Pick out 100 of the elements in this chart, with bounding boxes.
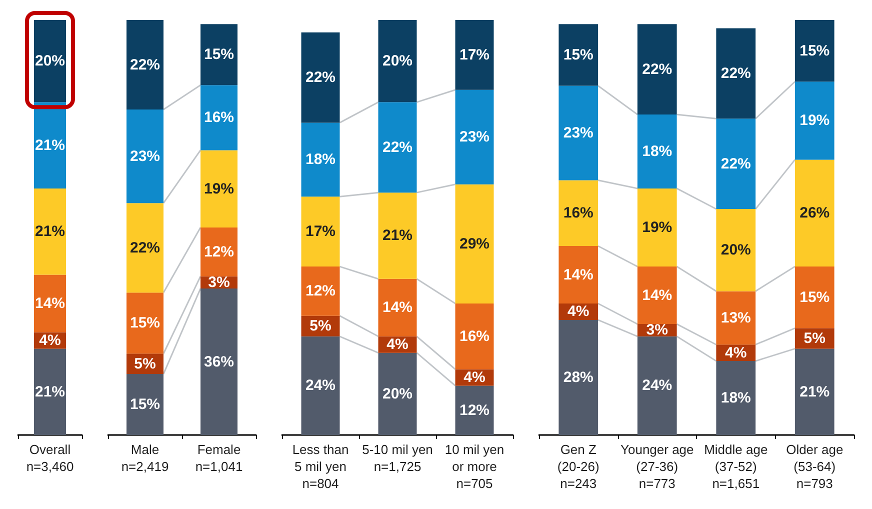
bar (794, 20, 834, 82)
data-label: 14% (563, 266, 594, 284)
data-label: 19% (642, 219, 672, 236)
bar (200, 228, 238, 276)
data-label: 15% (130, 314, 160, 332)
bar (716, 28, 756, 119)
data-label: 12% (459, 402, 490, 419)
bar (34, 348, 66, 435)
bar (34, 274, 66, 332)
data-label: 22% (720, 155, 751, 172)
data-label: 15% (800, 42, 830, 60)
data-label: 29% (459, 235, 490, 252)
data-label: 21% (382, 227, 413, 244)
bar (378, 278, 417, 336)
bar (378, 192, 417, 279)
bar (126, 292, 164, 354)
bar (558, 320, 598, 435)
data-label: 22% (305, 69, 336, 86)
bar (794, 82, 834, 160)
bar (716, 361, 756, 435)
data-label: 12% (305, 282, 336, 300)
x-tick-label: Female n=1,041 (195, 442, 243, 474)
data-label: 14% (642, 286, 672, 304)
data-label: 22% (382, 138, 413, 156)
data-label: 3% (208, 274, 230, 291)
data-label: 5% (804, 330, 826, 347)
data-label: 22% (130, 239, 160, 256)
bar (378, 102, 417, 193)
data-label: 22% (130, 56, 160, 74)
bar (301, 122, 340, 197)
bar (126, 110, 164, 204)
data-label: 19% (800, 112, 830, 130)
bar (301, 336, 340, 435)
data-label: 15% (204, 46, 234, 64)
bar (378, 20, 417, 102)
data-label: 21% (34, 136, 66, 154)
x-tick-label: Younger age (27-36) n=773 (620, 442, 694, 491)
x-tick-label: Gen Z (20-26) n=243 (557, 442, 600, 491)
bar (794, 266, 834, 328)
bar (716, 209, 756, 292)
x-tick-label: Overall n=3,460 (26, 442, 74, 474)
data-label: 16% (204, 109, 234, 126)
bar (558, 24, 598, 86)
data-label: 4% (39, 332, 61, 349)
bar (301, 266, 340, 316)
bar (378, 352, 417, 435)
data-label: 17% (305, 223, 336, 240)
data-label: 20% (382, 385, 413, 402)
x-tick-label: Middle age (37-52) n=1,651 (704, 442, 768, 491)
data-label: 23% (563, 124, 594, 142)
data-label: 16% (459, 328, 490, 345)
data-label: 21% (34, 383, 66, 400)
bar (200, 288, 238, 435)
data-label: 18% (720, 390, 751, 407)
bar (34, 188, 66, 275)
bar (558, 246, 598, 304)
data-label: 24% (642, 377, 672, 394)
data-label: 3% (646, 322, 668, 339)
x-tick-label: Less than 5 mil yen n=804 (292, 442, 349, 491)
data-label: 36% (204, 353, 234, 370)
data-label: 20% (34, 52, 66, 70)
data-label: 5% (134, 355, 156, 372)
data-label: 4% (386, 336, 408, 354)
data-label: 18% (305, 151, 336, 168)
bar (455, 386, 494, 435)
bar (455, 304, 494, 370)
bar (200, 85, 238, 150)
bar (126, 374, 164, 435)
x-tick-label: 10 mil yen or more n=705 (444, 442, 504, 491)
data-label: 15% (130, 396, 160, 413)
x-tick-label: Male n=2,419 (121, 442, 169, 474)
bar (558, 86, 598, 180)
bar (794, 348, 834, 435)
data-label: 15% (800, 288, 830, 306)
bar (126, 203, 164, 293)
bar (455, 90, 494, 184)
bar (200, 24, 238, 86)
data-label: 4% (725, 344, 747, 362)
bar (200, 150, 238, 228)
data-label: 23% (130, 148, 160, 165)
data-label: 21% (800, 383, 830, 400)
data-label: 22% (720, 64, 751, 82)
data-label: 18% (642, 142, 672, 160)
bar (455, 20, 494, 90)
bar (637, 114, 677, 188)
data-label: 5% (310, 318, 332, 335)
x-tick-label: 5-10 mil yen n=1,725 (362, 442, 433, 474)
bar (301, 32, 340, 123)
bar (637, 188, 677, 267)
data-label: 17% (459, 46, 490, 64)
data-label: 24% (305, 377, 336, 394)
data-label: 14% (382, 299, 413, 316)
data-label: 12% (204, 243, 234, 260)
bar (126, 20, 164, 110)
data-label: 20% (720, 242, 751, 259)
data-label: 23% (459, 128, 490, 146)
bar (637, 24, 677, 115)
data-label: 13% (720, 309, 751, 326)
bar (301, 196, 340, 267)
bar (637, 266, 677, 324)
